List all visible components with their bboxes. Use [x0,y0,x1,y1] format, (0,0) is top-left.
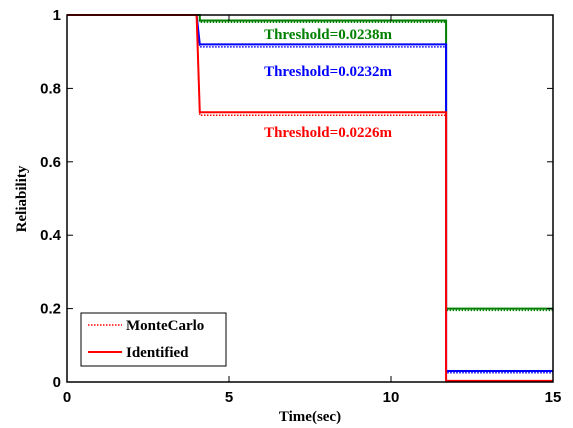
y-tick-label: 0 [53,374,61,391]
x-axis-title: Time(sec) [279,409,341,425]
y-tick-label: 0.2 [40,301,61,318]
y-tick-label: 0.8 [40,80,61,97]
y-tick-label: 0.4 [40,227,62,244]
annotation-threshold-0226: Threshold=0.0226m [264,125,392,141]
legend-box [80,312,227,367]
x-tick-label: 10 [383,389,400,406]
x-tick-label: 0 [63,389,71,406]
legend-identified-label: Identified [126,345,189,361]
annotation-threshold-0238: Threshold=0.0238m [264,27,392,43]
y-axis-title: Reliability [14,165,30,232]
y-tick-label: 0.6 [40,154,61,171]
ticks-layer: 0 5 10 15 0 0.2 0.4 0.6 0.8 1 [40,7,561,406]
legend: MonteCarlo Identified [80,312,227,367]
legend-montecarlo-label: MonteCarlo [126,318,204,334]
x-tick-label: 5 [225,389,233,406]
annotation-threshold-0232: Threshold=0.0232m [264,64,392,80]
y-tick-label: 1 [53,7,61,24]
plot-frame [66,14,554,383]
x-tick-label: 15 [545,389,562,406]
